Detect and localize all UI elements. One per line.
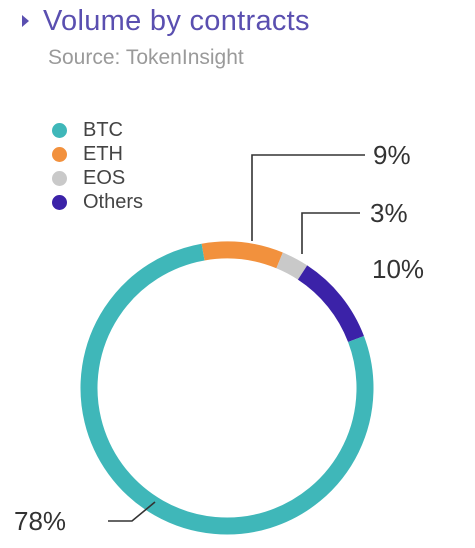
legend: BTC ETH EOS Others	[52, 118, 143, 214]
leader-line-eth	[251, 154, 365, 241]
legend-label-eth: ETH	[83, 142, 123, 165]
value-label-eth: 9%	[373, 140, 411, 170]
legend-item-eth: ETH	[52, 142, 143, 166]
legend-item-btc: BTC	[52, 118, 143, 142]
value-label-btc: 78%	[14, 506, 66, 536]
legend-swatch-eos	[52, 170, 67, 186]
chart-title-row: Volume by contracts	[22, 4, 310, 38]
donut-value-labels: 9% 3% 10% 78%	[14, 140, 424, 536]
legend-label-btc: BTC	[83, 118, 123, 141]
value-label-others: 10%	[372, 254, 424, 284]
legend-swatch-btc	[52, 122, 67, 138]
chart-subtitle: Source: TokenInsight	[48, 46, 244, 69]
legend-item-others: Others	[52, 190, 143, 214]
donut-slice-eos	[276, 252, 308, 280]
donut-slice-others	[297, 265, 364, 343]
donut-slice-btc	[80, 243, 374, 535]
legend-item-eos: EOS	[52, 166, 143, 190]
chart-title: Volume by contracts	[43, 4, 310, 37]
leader-line-btc	[108, 501, 156, 522]
caret-right-icon	[22, 15, 29, 27]
legend-label-others: Others	[83, 190, 144, 213]
donut-slice-eth	[201, 241, 283, 269]
legend-label-eos: EOS	[83, 166, 126, 189]
legend-swatch-eth	[52, 146, 67, 162]
leader-line-eos	[301, 212, 360, 254]
legend-swatch-others	[52, 194, 67, 210]
donut-slices	[80, 241, 374, 535]
value-label-eos: 3%	[370, 198, 408, 228]
